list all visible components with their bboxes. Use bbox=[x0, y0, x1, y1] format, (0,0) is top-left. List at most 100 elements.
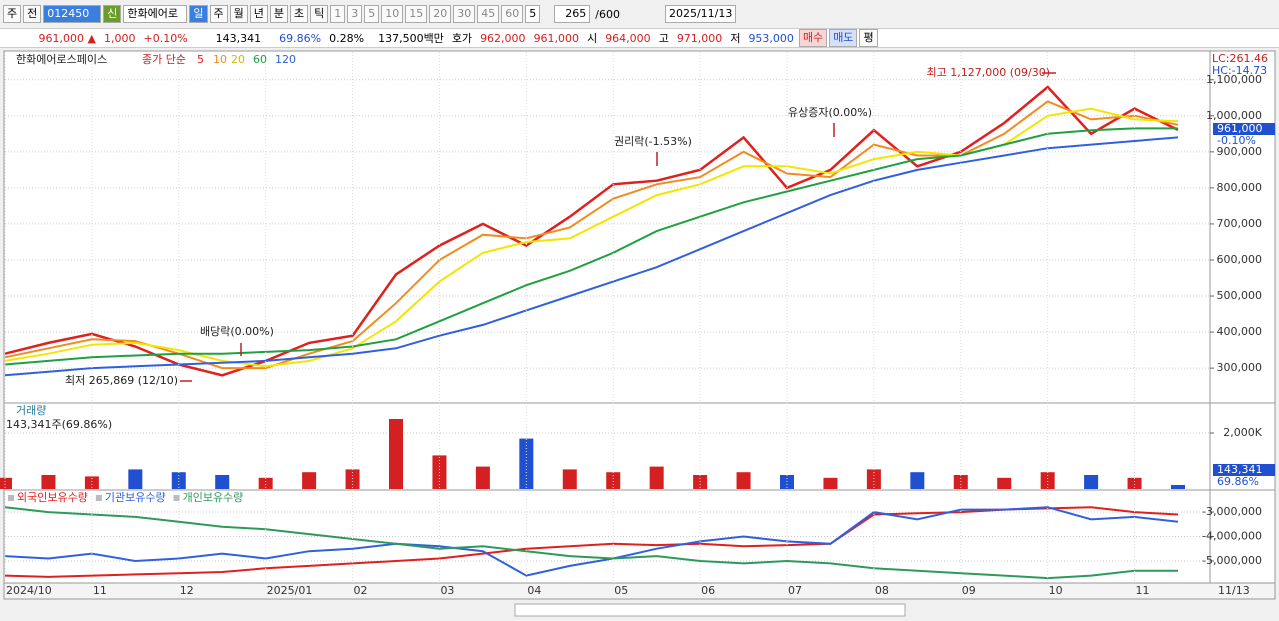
quote-change: 1,000 bbox=[104, 31, 136, 45]
scroll-track[interactable] bbox=[514, 603, 906, 617]
price-tag-bg bbox=[1213, 123, 1275, 135]
name-input[interactable]: 한화에어로 bbox=[123, 5, 188, 23]
volume-bar bbox=[128, 469, 143, 489]
y-tick-label: 800,000 bbox=[1217, 181, 1263, 194]
volume-bar bbox=[910, 472, 925, 489]
interval-button[interactable]: 15 bbox=[405, 5, 428, 23]
volume-bar bbox=[84, 476, 99, 489]
buy-button[interactable]: 매수 bbox=[798, 29, 828, 47]
code-input[interactable]: 012450 bbox=[43, 5, 102, 23]
volume-tag-bg bbox=[1213, 464, 1275, 476]
y-tick-label: -4,000,000 bbox=[1202, 530, 1262, 543]
legend-entry: 20 bbox=[231, 53, 245, 66]
y-tick-label: 1,000,000 bbox=[1206, 109, 1262, 122]
volume-bar bbox=[823, 477, 838, 489]
badge[interactable]: 신 bbox=[103, 5, 122, 23]
annotation: 최저 265,869 (12/10) bbox=[65, 374, 178, 387]
x-tick-label: 07 bbox=[788, 584, 802, 597]
avg-button[interactable]: 평 bbox=[859, 29, 878, 47]
quote-high-label: 고 bbox=[658, 32, 669, 45]
quote-price: 961,000 ▲ bbox=[38, 31, 96, 45]
count-input[interactable]: 265 bbox=[554, 5, 591, 23]
y-tick-label: -5,000,000 bbox=[1202, 554, 1262, 567]
quote-bar: 961,000 ▲ 1,000 +0.10% 143,341 69.86% 0.28% 13… bbox=[0, 28, 1279, 48]
volume-bar bbox=[475, 466, 490, 489]
volume-bar bbox=[389, 419, 403, 489]
end-date: 11/13 bbox=[1218, 584, 1250, 597]
interval-button[interactable]: 60 bbox=[501, 5, 524, 23]
interval-button[interactable]: 20 bbox=[429, 5, 452, 23]
quote-low-label: 저 bbox=[730, 32, 741, 45]
quote-amount: 137,500백만 bbox=[378, 32, 444, 45]
ratio-tag: 69.86% bbox=[1217, 475, 1259, 488]
volume-bar bbox=[302, 472, 317, 489]
period-button[interactable]: 월 bbox=[229, 5, 248, 23]
legend-entry: 외국인보유수량 bbox=[17, 491, 88, 504]
quote-turnover: 0.28% bbox=[329, 31, 365, 45]
x-tick-label: 12 bbox=[180, 584, 194, 597]
volume-bar bbox=[736, 472, 751, 489]
volume-bar bbox=[1084, 475, 1099, 489]
x-tick-label: 11 bbox=[93, 584, 107, 597]
y-tick-label: 500,000 bbox=[1217, 289, 1263, 302]
legend-swatch bbox=[8, 495, 14, 501]
y-tick-label: 1,100,000 bbox=[1206, 73, 1262, 86]
x-tick-label: 10 bbox=[1049, 584, 1063, 597]
quote-open-label: 시 bbox=[587, 32, 598, 45]
interval-button[interactable]: 3 bbox=[347, 5, 363, 23]
legend-swatch bbox=[95, 495, 102, 501]
chart-title: 한화에어로스페이스 bbox=[16, 53, 107, 66]
y-tick-label: 400,000 bbox=[1217, 325, 1263, 338]
quote-bid: 961,000 bbox=[533, 31, 580, 45]
interval-button[interactable]: 5 bbox=[364, 5, 380, 23]
interval-button[interactable]: 10 bbox=[381, 5, 404, 23]
annotation: 권리락(-1.53%) bbox=[614, 135, 692, 148]
annotation: 최고 1,127,000 (09/30) bbox=[927, 66, 1051, 79]
x-tick-label: 09 bbox=[962, 584, 976, 597]
right-label: HC:-14.73 bbox=[1212, 64, 1267, 77]
annotation: 배당락(0.00%) bbox=[200, 325, 274, 338]
period-button[interactable]: 일 bbox=[189, 5, 208, 23]
date-input[interactable]: 2025/11/13 bbox=[664, 5, 737, 23]
count-max: /600 bbox=[595, 7, 620, 21]
x-tick-label: 04 bbox=[527, 584, 541, 597]
market-select[interactable]: 주 bbox=[3, 5, 22, 23]
quote-change-rate: +0.10% bbox=[143, 31, 188, 45]
volume-bar bbox=[171, 472, 186, 489]
series-line bbox=[4, 506, 1179, 577]
interval-button[interactable]: 45 bbox=[477, 5, 500, 23]
x-tick-label: 11 bbox=[1136, 584, 1150, 597]
interval-input[interactable]: 5 bbox=[525, 5, 541, 23]
legend-entry: 10 bbox=[213, 53, 227, 66]
quote-volume: 143,341 bbox=[215, 31, 262, 45]
quote-open: 964,000 bbox=[605, 31, 651, 45]
interval-button[interactable]: 30 bbox=[453, 5, 476, 23]
series-line bbox=[4, 85, 1179, 377]
legend-label: 종가 단순 bbox=[142, 53, 186, 66]
legend-entry: 5 bbox=[197, 53, 204, 66]
right-label: LC:261.46 bbox=[1212, 52, 1268, 65]
interval-button[interactable]: 1 bbox=[330, 5, 346, 23]
price-tag: 961,000 bbox=[1217, 122, 1263, 135]
legend-entry: 120 bbox=[275, 53, 296, 66]
scope-select[interactable]: 전 bbox=[23, 5, 42, 23]
y-tick-label: -3,000,000 bbox=[1202, 505, 1262, 518]
x-axis-bg bbox=[3, 582, 1276, 600]
volume-bar bbox=[649, 466, 664, 489]
x-tick-label: 05 bbox=[614, 584, 628, 597]
period-button[interactable]: 틱 bbox=[310, 5, 329, 23]
period-button[interactable]: 분 bbox=[269, 5, 288, 23]
sell-button[interactable]: 매도 bbox=[829, 29, 858, 47]
period-button[interactable]: 년 bbox=[249, 5, 268, 23]
period-button[interactable]: 초 bbox=[290, 5, 309, 23]
series-line bbox=[4, 100, 1179, 370]
x-tick-label: 2024/10 bbox=[6, 584, 52, 597]
series-line bbox=[4, 506, 1179, 578]
period-button[interactable]: 주 bbox=[209, 5, 228, 23]
panel-subtitle: 143,341주(69.86%) bbox=[6, 418, 112, 431]
x-tick-label: 2025/01 bbox=[267, 584, 313, 597]
legend-entry: 개인보유수량 bbox=[183, 491, 244, 504]
annotation: 유상증자(0.00%) bbox=[788, 106, 872, 119]
